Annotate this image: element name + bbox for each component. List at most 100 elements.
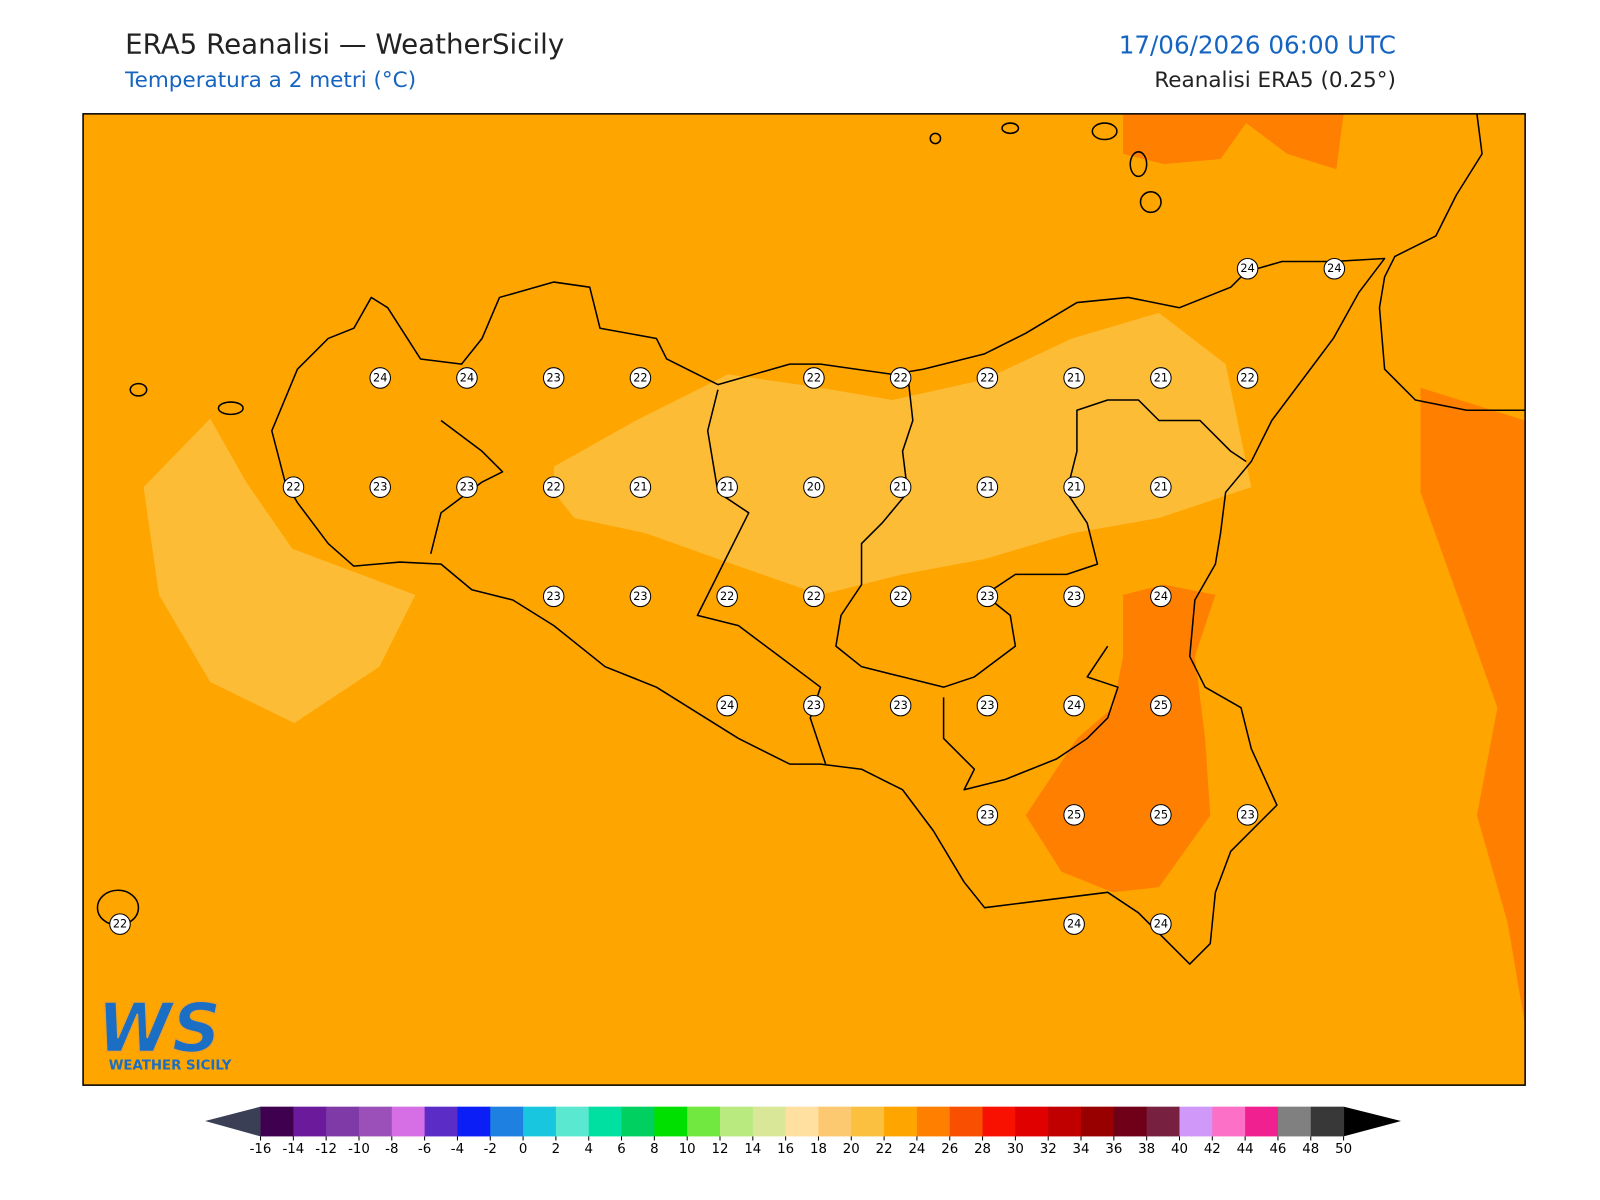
colorbar-bin [588, 1106, 623, 1137]
colorbar-bin [326, 1106, 360, 1137]
station-marker [1063, 804, 1085, 826]
colorbar-bin [1113, 1106, 1148, 1137]
station: 22 [1236, 367, 1259, 389]
station-marker [889, 585, 912, 608]
colorbar-label: 26 [941, 1142, 958, 1157]
colorbar-bin [358, 1106, 393, 1137]
station-marker [1063, 913, 1085, 935]
station-layer: 24 24 24 24 23 22 22 22 22 21 21 22 22 23 23 22 21 21 20 21… [109, 257, 1346, 935]
station: 22 [803, 585, 825, 608]
station-value: 21 [720, 481, 734, 494]
colorbar-label: -4 [451, 1142, 464, 1157]
colorbar-bin [457, 1106, 491, 1137]
station-value: 22 [633, 371, 647, 384]
colorbar-bin [1146, 1106, 1180, 1137]
station-value: 21 [1067, 481, 1081, 494]
station-value: 23 [1067, 590, 1081, 603]
station: 24 [1236, 257, 1259, 280]
colorbar-bin [884, 1106, 918, 1137]
station: 22 [716, 585, 738, 608]
station: 25 [1063, 804, 1085, 826]
station-marker [542, 476, 565, 498]
colorbar-bin [1048, 1106, 1082, 1137]
colorbar-bin [1179, 1106, 1213, 1137]
station-marker [803, 585, 825, 608]
station: 24 [1150, 585, 1172, 608]
colorbar-label: 34 [1073, 1142, 1090, 1157]
colorbar-bin [523, 1106, 557, 1137]
station-value: 22 [893, 590, 907, 603]
colorbar-label: 40 [1171, 1142, 1188, 1157]
station-value: 23 [980, 590, 994, 603]
colorbar-label: 22 [876, 1142, 893, 1157]
colorbar-bin [687, 1106, 721, 1137]
station: 24 [716, 694, 738, 717]
station-marker [456, 367, 478, 389]
station-value: 22 [547, 481, 561, 494]
station-value: 24 [460, 371, 474, 384]
station-marker [629, 367, 652, 389]
station-marker [716, 694, 738, 717]
station: 22 [976, 367, 999, 389]
field-contour [1420, 387, 1526, 1026]
colorbar-bin [1015, 1106, 1049, 1137]
colorbar-label: 48 [1302, 1142, 1319, 1157]
colorbar-bin [785, 1106, 819, 1137]
logo-text: WEATHER SICILY [109, 1059, 232, 1074]
station-value: 23 [633, 590, 647, 603]
station-marker [369, 367, 391, 389]
field-contour [143, 418, 416, 724]
station-value: 22 [807, 371, 821, 384]
colorbar-label: 42 [1204, 1142, 1221, 1157]
colorbar-bin [1245, 1106, 1279, 1137]
station: 21 [716, 476, 738, 498]
logo-mark: WS [97, 988, 220, 1067]
colorbar-bin [654, 1106, 688, 1137]
station-value: 24 [1154, 918, 1168, 931]
station: 21 [1150, 476, 1172, 498]
colorbar: -16 -14 -12 -10 -8 -6 -4 -2 0 2 4 6 8 10 12 14 16 18 20 22 2… [205, 1106, 1402, 1157]
station-marker [1150, 585, 1172, 608]
station-value: 21 [893, 481, 907, 494]
station-marker [803, 476, 825, 498]
station: 24 [1150, 913, 1172, 935]
station-value: 24 [373, 371, 387, 384]
station-value: 23 [980, 699, 994, 712]
station: 24 [456, 367, 478, 389]
station-value: 25 [1154, 808, 1168, 821]
station-value: 23 [893, 699, 907, 712]
station-marker [1323, 257, 1346, 280]
station-marker [542, 585, 565, 608]
station-marker [889, 476, 912, 498]
station-marker [976, 367, 999, 389]
station: 22 [542, 476, 565, 498]
colorbar-bin [1081, 1106, 1115, 1137]
station-marker [803, 367, 825, 389]
station-marker [976, 476, 999, 498]
colorbar-bin [424, 1106, 458, 1137]
station: 21 [889, 476, 912, 498]
station-marker [1063, 585, 1085, 608]
station-marker [109, 913, 131, 935]
logo: WS WEATHER SICILY [97, 988, 232, 1074]
coastline [1378, 113, 1526, 412]
station: 22 [803, 367, 825, 389]
colorbar-label: 20 [843, 1142, 860, 1157]
station-marker [976, 585, 999, 608]
colorbar-label: -16 [250, 1142, 272, 1157]
station: 21 [629, 476, 652, 498]
colorbar-bin [818, 1106, 852, 1137]
station-marker [976, 694, 999, 717]
colorbar-label: 50 [1335, 1142, 1352, 1157]
colorbar-label: 30 [1007, 1142, 1024, 1157]
station-marker [803, 694, 825, 717]
station-marker [629, 585, 652, 608]
station-value: 22 [720, 590, 734, 603]
station-value: 23 [1240, 808, 1254, 821]
colorbar-label: 24 [908, 1142, 925, 1157]
colorbar-bin [1277, 1106, 1312, 1137]
station: 25 [1150, 804, 1172, 826]
station-value: 22 [113, 918, 127, 931]
field-contour [1123, 113, 1344, 170]
